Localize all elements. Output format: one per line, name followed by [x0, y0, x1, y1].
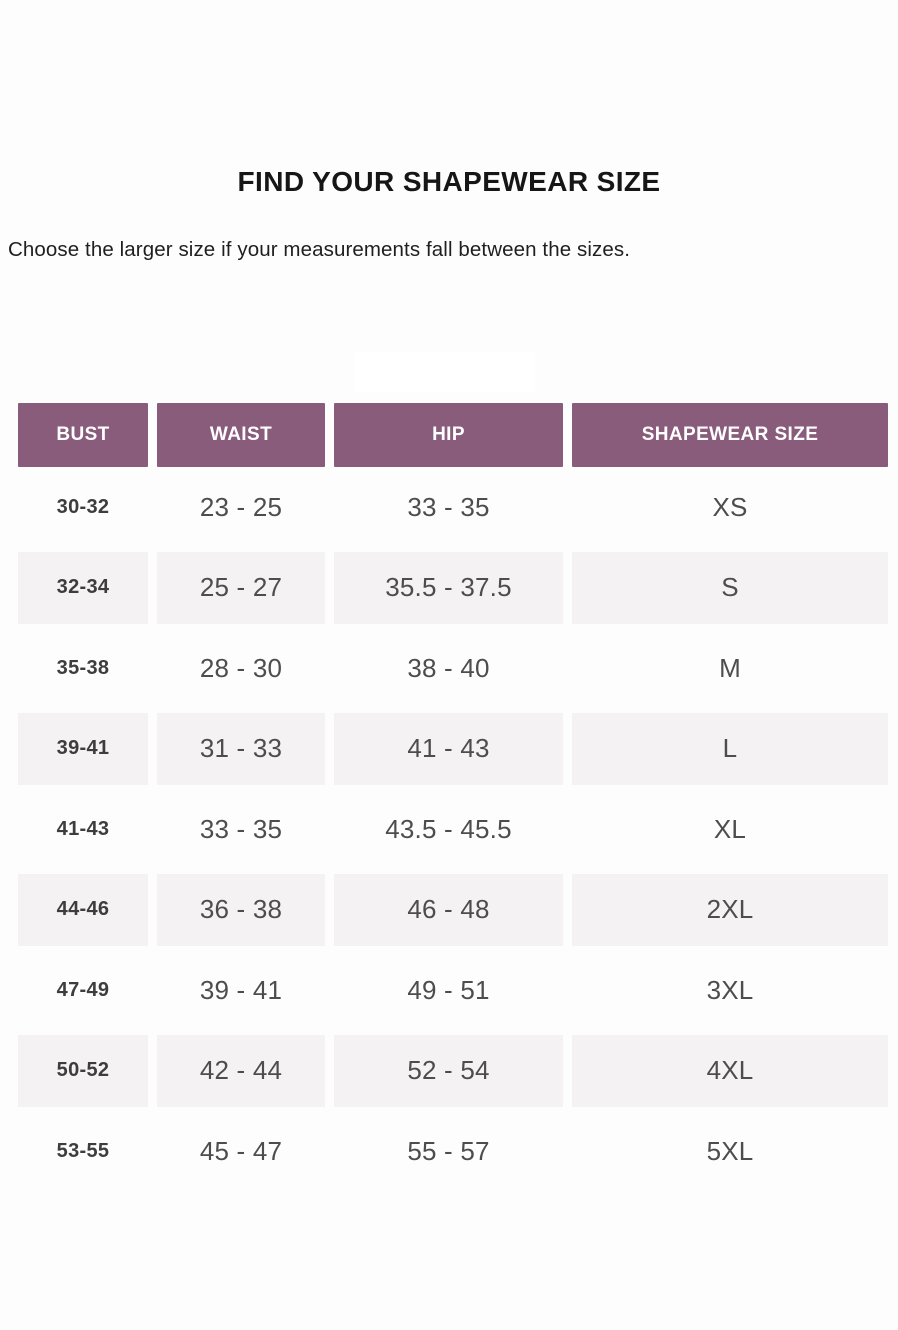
waist-value-cell: 33 - 35	[199, 813, 283, 844]
table-row: 39-41 31 - 33 41 - 43 L	[18, 709, 888, 790]
hip-value-cell: 43.5 - 45.5	[385, 813, 512, 844]
bust-value-cell: 39-41	[18, 709, 148, 790]
bust-value-cell: 44-46	[18, 870, 148, 951]
table-row: 50-52 42 - 44 52 - 54 4XL	[18, 1031, 888, 1112]
hip-value-cell: 52 - 54	[334, 1031, 563, 1112]
waist-value-cell: 28 - 30	[199, 652, 283, 683]
shapewear-size-cell: 3XL	[706, 974, 754, 1005]
bust-value-cell: 41-43	[56, 817, 110, 840]
hip-value-cell: 33 - 35	[407, 491, 490, 522]
bust-value-cell: 47-49	[56, 978, 110, 1001]
hip-value-cell: 38 - 40	[407, 652, 490, 683]
hip-value-cell: 41 - 43	[334, 709, 563, 790]
table-row: 30-32 23 - 25 33 - 35 XS	[18, 467, 888, 548]
column-header: SHAPEWEAR SIZE	[572, 403, 888, 467]
shapewear-size-cell: XS	[712, 491, 748, 522]
bust-value-cell: 50-52	[18, 1031, 148, 1112]
waist-value-cell: 42 - 44	[157, 1031, 325, 1112]
table-row: 41-43 33 - 35 43.5 - 45.5 XL	[18, 789, 888, 870]
bust-value-cell: 53-55	[56, 1139, 110, 1162]
bust-value-cell: 35-38	[56, 656, 110, 679]
column-header: WAIST	[157, 403, 325, 467]
shapewear-size-cell: 5XL	[706, 1135, 754, 1166]
table-row: 44-46 36 - 38 46 - 48 2XL	[18, 870, 888, 951]
table-header-row: BUST WAIST HIP SHAPEWEAR SIZE	[18, 403, 888, 467]
table-body: 30-32 23 - 25 33 - 35 XS 32-34 25 - 27 3…	[18, 467, 888, 1192]
size-chart-table: BUST WAIST HIP SHAPEWEAR SIZE 30-32 23 - 25…	[18, 403, 888, 1192]
waist-value-cell: 45 - 47	[199, 1135, 283, 1166]
waist-value-cell: 25 - 27	[157, 548, 325, 629]
column-header: BUST	[18, 403, 148, 467]
shapewear-size-cell: S	[572, 548, 888, 629]
hip-value-cell: 46 - 48	[334, 870, 563, 951]
bust-value-cell: 30-32	[56, 495, 110, 518]
page-title: FIND YOUR SHAPEWEAR SIZE	[237, 166, 661, 197]
waist-value-cell: 31 - 33	[157, 709, 325, 790]
bust-value-cell: 32-34	[18, 548, 148, 629]
hip-value-cell: 55 - 57	[407, 1135, 490, 1166]
hip-value-cell: 49 - 51	[407, 974, 490, 1005]
table-row: 53-55 45 - 47 55 - 57 5XL	[18, 1111, 888, 1192]
waist-value-cell: 39 - 41	[199, 974, 283, 1005]
shapewear-size-cell: M	[719, 652, 741, 683]
table-row: 35-38 28 - 30 38 - 40 M	[18, 628, 888, 709]
shapewear-size-cell: 2XL	[572, 870, 888, 951]
shapewear-size-cell: 4XL	[572, 1031, 888, 1112]
table-row: 32-34 25 - 27 35.5 - 37.5 S	[18, 548, 888, 629]
table-row: 47-49 39 - 41 49 - 51 3XL	[18, 950, 888, 1031]
shapewear-size-cell: XL	[713, 813, 747, 844]
page-subtitle: Choose the larger size if your measureme…	[8, 238, 630, 261]
shapewear-size-cell: L	[572, 709, 888, 790]
waist-value-cell: 36 - 38	[157, 870, 325, 951]
background-highlight	[355, 352, 535, 392]
column-header: HIP	[334, 403, 563, 467]
hip-value-cell: 35.5 - 37.5	[334, 548, 563, 629]
waist-value-cell: 23 - 25	[199, 491, 283, 522]
